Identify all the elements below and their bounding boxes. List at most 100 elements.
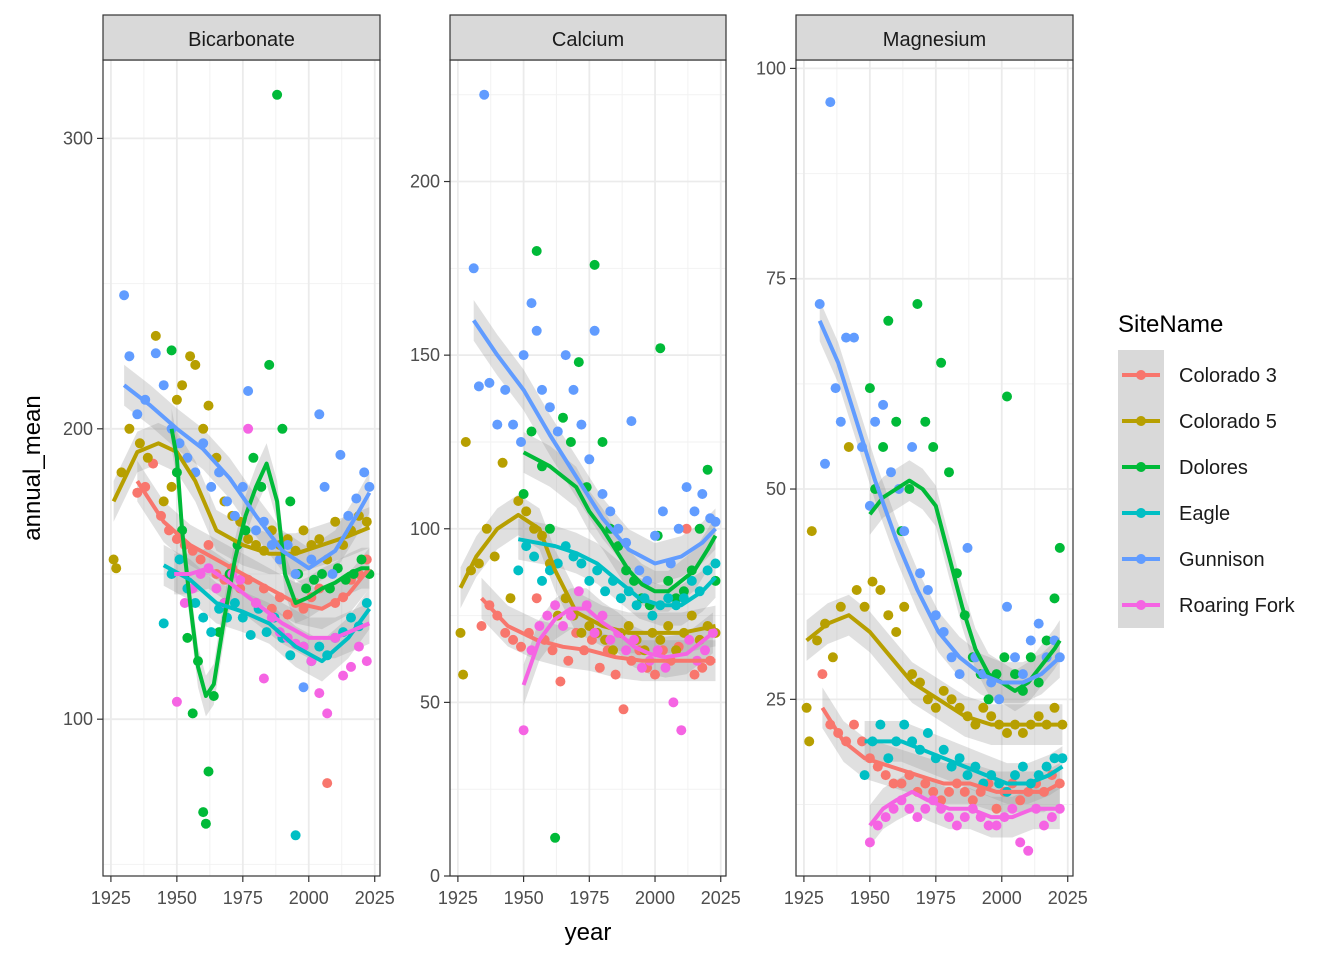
point-roaring-fork [920, 803, 931, 814]
smooth-line-colorado-3 [820, 706, 1061, 794]
point-colorado-5 [804, 736, 815, 747]
point-dolores [1033, 677, 1044, 688]
point-colorado-5 [843, 442, 854, 452]
legend-label: Colorado 3 [1179, 365, 1277, 387]
point-colorado-5 [875, 585, 886, 595]
legend-label: Eagle [1179, 503, 1230, 525]
point-colorado-3 [132, 487, 143, 498]
point-eagle [261, 627, 272, 638]
point-gunnison [290, 569, 301, 579]
point-colorado-3 [610, 669, 621, 680]
point-gunnison [830, 383, 841, 394]
point-roaring-fork [518, 725, 529, 736]
y-tick-label: 100 [410, 519, 440, 539]
legend-key-point [1136, 416, 1146, 426]
point-eagle [198, 612, 209, 623]
point-gunnison [314, 409, 325, 420]
point-colorado-3 [500, 627, 511, 638]
point-gunnison [343, 510, 354, 521]
point-dolores [248, 452, 259, 463]
y-tick-label: 25 [766, 689, 786, 709]
point-roaring-fork [959, 812, 970, 823]
point-dolores [317, 569, 327, 579]
point-gunnison [359, 467, 370, 478]
legend-key-point [1136, 554, 1146, 564]
smooth-line-colorado-3 [135, 480, 371, 611]
point-roaring-fork [605, 634, 616, 645]
point-roaring-fork [338, 670, 349, 681]
point-roaring-fork [258, 673, 269, 684]
point-gunnison [994, 694, 1005, 705]
y-tick-label: 200 [410, 172, 440, 192]
point-colorado-5 [314, 534, 325, 545]
point-gunnison [158, 380, 169, 391]
smooth-line-eagle [517, 537, 717, 608]
point-dolores [1002, 391, 1012, 402]
point-gunnison [849, 332, 859, 343]
smooth-line-eagle [864, 739, 1064, 786]
point-gunnison [634, 565, 645, 576]
point-eagle [938, 744, 949, 755]
point-colorado-5 [158, 496, 169, 507]
point-colorado-3 [322, 778, 333, 789]
point-colorado-3 [203, 540, 214, 550]
smooth-line-roaring-fork [521, 606, 715, 686]
point-colorado-3 [697, 662, 708, 673]
x-tick-label: 2000 [635, 888, 675, 908]
point-colorado-3 [282, 609, 293, 620]
point-eagle [290, 830, 301, 841]
legend-item-eagle: Eagle [1122, 503, 1230, 525]
point-colorado-3 [920, 778, 931, 789]
legend-label: Gunnison [1179, 549, 1265, 571]
point-roaring-fork [314, 688, 325, 699]
strip-label: Calcium [552, 29, 624, 51]
point-colorado-3 [555, 676, 566, 687]
point-roaring-fork [211, 583, 222, 594]
point-gunnison [576, 419, 587, 430]
x-tick-label: 1925 [438, 888, 478, 908]
point-dolores [671, 593, 682, 604]
point-roaring-fork [179, 598, 190, 608]
point-colorado-5 [1033, 711, 1044, 722]
point-colorado-5 [505, 593, 516, 604]
point-colorado-5 [108, 554, 119, 565]
point-gunnison [150, 348, 161, 359]
point-colorado-5 [460, 437, 471, 447]
point-roaring-fork [346, 661, 356, 672]
point-colorado-3 [689, 669, 700, 680]
point-gunnison [1010, 652, 1020, 663]
y-tick-label: 150 [410, 345, 440, 365]
point-roaring-fork [558, 621, 568, 631]
point-eagle [899, 719, 910, 730]
point-roaring-fork [880, 812, 891, 823]
point-gunnison [820, 458, 830, 469]
point-gunnison [642, 575, 653, 586]
point-gunnison [568, 384, 579, 395]
point-dolores [203, 766, 214, 777]
panel-background [103, 60, 380, 876]
x-tick-label: 1925 [784, 888, 824, 908]
point-eagle [576, 558, 587, 569]
point-dolores [187, 708, 198, 719]
point-colorado-5 [1049, 702, 1060, 713]
point-gunnison [492, 419, 503, 430]
panel-background [450, 60, 726, 876]
point-dolores [356, 554, 367, 565]
point-colorado-3 [991, 803, 1002, 814]
y-tick-label: 300 [63, 128, 93, 148]
point-roaring-fork [171, 696, 182, 707]
point-gunnison [710, 516, 721, 527]
point-dolores [663, 575, 674, 586]
point-colorado-5 [576, 627, 587, 638]
panel-calcium: Calcium 0 50 100 150 200 1925 1950 1975 2000 2025 [410, 14, 741, 908]
point-eagle [631, 600, 642, 611]
point-roaring-fork [589, 627, 600, 638]
point-eagle [229, 598, 240, 608]
point-colorado-3 [195, 554, 206, 565]
point-gunnison [697, 489, 708, 499]
point-roaring-fork [361, 656, 372, 667]
point-colorado-3 [959, 786, 970, 797]
x-tick-label: 2000 [289, 888, 329, 908]
point-dolores [928, 442, 939, 452]
point-dolores [891, 416, 902, 427]
